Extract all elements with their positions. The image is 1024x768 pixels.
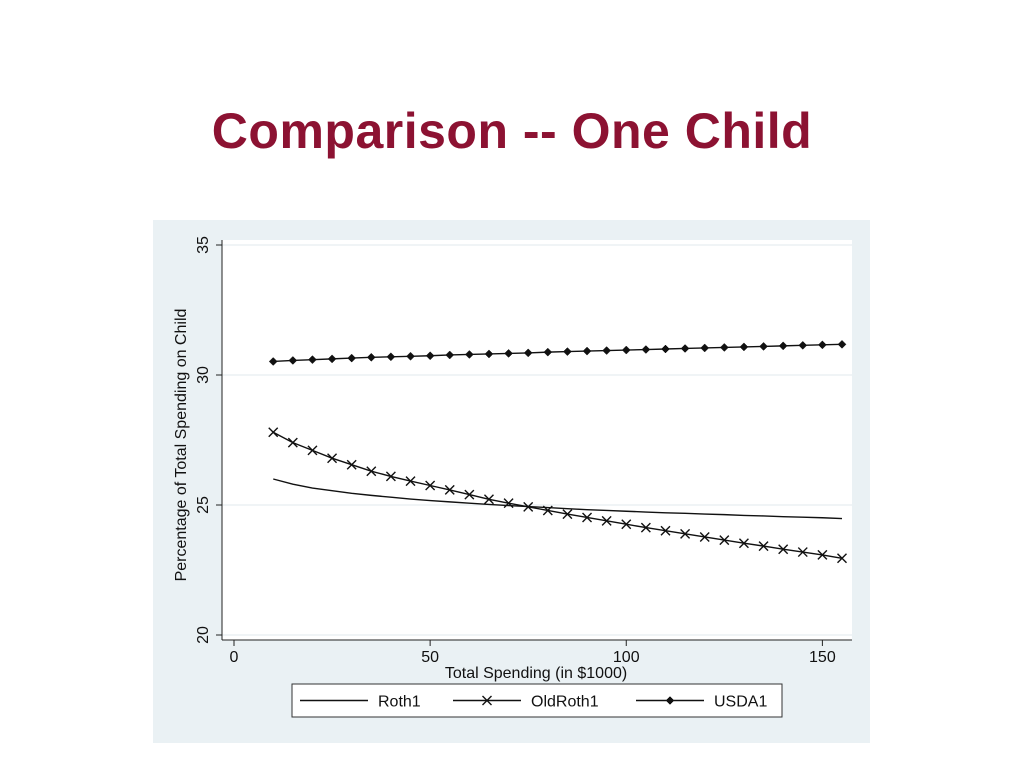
data-point-oldroth1 (758, 541, 769, 552)
data-point-oldroth1 (562, 509, 573, 520)
y-tick-label: 30 (195, 366, 212, 384)
data-point-oldroth1 (346, 459, 357, 470)
data-point-oldroth1 (483, 494, 494, 505)
data-point-oldroth1 (719, 535, 730, 546)
data-point-oldroth1 (660, 525, 671, 536)
data-point-usda1 (308, 355, 317, 365)
legend-item-roth1: Roth1 (300, 694, 421, 711)
legend-item-usda1: USDA1 (636, 694, 767, 711)
series-roth1 (273, 478, 843, 520)
legend-marker-usda1 (665, 696, 675, 705)
data-point-usda1 (543, 347, 553, 357)
data-point-oldroth1 (817, 549, 828, 560)
legend-label-oldroth1: OldRoth1 (531, 694, 599, 711)
data-point-usda1 (680, 344, 690, 353)
data-point-usda1 (739, 342, 749, 352)
data-point-oldroth1 (601, 515, 612, 526)
legend-label-usda1: USDA1 (714, 694, 767, 711)
data-point-usda1 (347, 353, 357, 363)
legend-marker-oldroth1 (482, 695, 492, 706)
data-point-usda1 (602, 346, 611, 355)
series-oldroth1 (268, 427, 847, 564)
data-point-oldroth1 (268, 427, 279, 438)
series-layer (268, 339, 847, 564)
legend: Roth1 OldRoth1 USDA1 (291, 683, 783, 718)
data-point-oldroth1 (523, 501, 534, 512)
data-point-oldroth1 (405, 476, 416, 487)
data-point-oldroth1 (640, 522, 651, 533)
data-point-oldroth1 (425, 480, 436, 491)
x-tick-label: 50 (421, 649, 439, 666)
data-point-usda1 (563, 347, 572, 356)
data-point-oldroth1 (797, 547, 808, 558)
y-tick-label: 35 (195, 236, 212, 254)
data-point-usda1 (523, 348, 533, 358)
y-tick-label: 25 (195, 496, 212, 514)
data-point-usda1 (700, 343, 710, 353)
x-tick-label: 150 (809, 649, 836, 666)
data-point-usda1 (425, 351, 435, 361)
data-point-usda1 (386, 352, 396, 362)
data-point-oldroth1 (385, 471, 396, 482)
data-point-oldroth1 (542, 505, 553, 516)
legend-label-roth1: Roth1 (378, 694, 421, 711)
data-point-usda1 (268, 357, 278, 366)
data-point-oldroth1 (680, 528, 691, 539)
plot-area (222, 240, 852, 640)
data-point-oldroth1 (366, 466, 377, 477)
data-point-oldroth1 (503, 498, 514, 509)
data-point-usda1 (406, 351, 415, 361)
data-point-usda1 (366, 352, 376, 362)
data-point-oldroth1 (837, 553, 847, 564)
data-point-usda1 (504, 349, 513, 358)
data-point-usda1 (465, 350, 474, 359)
data-point-oldroth1 (444, 484, 455, 495)
data-point-usda1 (582, 346, 592, 356)
data-point-usda1 (327, 354, 337, 364)
data-point-usda1 (837, 339, 847, 349)
data-point-oldroth1 (307, 445, 318, 456)
data-point-usda1 (818, 340, 827, 350)
data-point-usda1 (719, 343, 729, 352)
data-point-oldroth1 (327, 453, 338, 464)
data-point-usda1 (288, 356, 298, 365)
data-point-oldroth1 (287, 437, 298, 448)
x-tick-label: 100 (613, 649, 640, 666)
data-point-usda1 (621, 345, 631, 355)
y-axis-title: Percentage of Total Spending on Child (173, 309, 190, 582)
series-line-roth1 (273, 478, 843, 520)
data-point-oldroth1 (738, 538, 749, 549)
data-point-oldroth1 (699, 531, 710, 542)
slide-title: Comparison -- One Child (211, 103, 813, 159)
x-axis-title: Total Spending (in $1000) (445, 665, 627, 682)
data-point-usda1 (759, 342, 768, 351)
y-tick-label: 20 (195, 626, 212, 644)
line-chart: 20 25 30 35 0 50 100 150 Total Spending (in $10… (153, 220, 870, 743)
series-usda1 (268, 339, 847, 366)
data-point-usda1 (661, 344, 670, 354)
chart-panel: 20 25 30 35 0 50 100 150 Total Spending (in $10… (153, 220, 870, 743)
data-point-oldroth1 (621, 519, 632, 530)
data-point-usda1 (798, 341, 808, 350)
data-point-oldroth1 (582, 512, 593, 523)
data-point-usda1 (445, 350, 455, 360)
series-line-oldroth1 (272, 431, 843, 559)
data-point-usda1 (778, 341, 788, 351)
legend-item-oldroth1: OldRoth1 (453, 694, 599, 711)
x-tick-label: 0 (230, 649, 239, 666)
data-point-usda1 (484, 349, 494, 359)
data-point-oldroth1 (464, 489, 475, 500)
data-point-usda1 (641, 345, 651, 354)
gridlines (222, 244, 852, 636)
data-point-oldroth1 (778, 544, 789, 555)
axes: 20 25 30 35 0 50 100 150 (195, 236, 852, 666)
